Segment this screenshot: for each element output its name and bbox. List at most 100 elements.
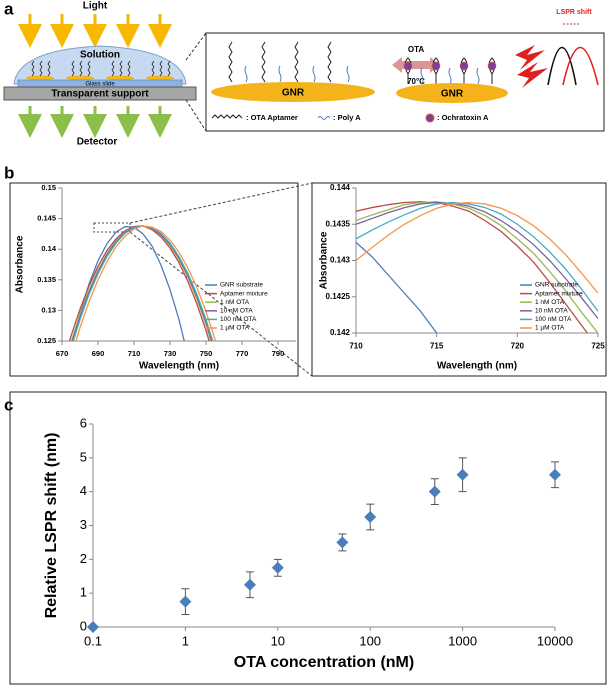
legend-icon [211, 114, 243, 119]
legend-label: : Ochratoxin A [437, 113, 489, 122]
schematic: Light Solution Glass slide Transparent s… [3, 1, 605, 148]
x-tick-label: 10000 [537, 634, 573, 649]
detail-box [205, 32, 605, 132]
x-tick-label: 1 [182, 634, 189, 649]
legend-label: 1 nM OTA [535, 299, 565, 306]
series-line [75, 225, 217, 341]
zoom-line [129, 182, 313, 224]
y-tick-label: 5 [80, 449, 87, 464]
panel-label: b [4, 163, 14, 182]
x-tick-label: 1000 [448, 634, 477, 649]
gnr-rod [211, 82, 375, 102]
legend-label: 10 nM OTA [535, 308, 568, 315]
x-tick-label: 690 [92, 349, 105, 358]
y-tick-label: 0 [80, 618, 87, 633]
reaction-arrow [392, 57, 440, 73]
marker [87, 621, 99, 633]
detector-arrows [18, 106, 172, 138]
legend-label: 1 µM OTA [535, 325, 565, 332]
y-tick-label: 0.144 [330, 183, 351, 192]
marker [336, 536, 349, 549]
legend-label: Aptamer mixture [220, 290, 268, 297]
chart-frame [9, 391, 607, 685]
series-line [356, 241, 438, 333]
series-line [356, 201, 598, 333]
y-tick-label: 0.1425 [326, 292, 351, 301]
x-axis-title: Wavelength (nm) [437, 361, 517, 372]
legend-label: 100 nM OTA [535, 316, 572, 323]
lightning [515, 45, 548, 88]
chart: 0.125 0.13 0.135 0.14 0.145 0.15 670 690 710 730 7… [15, 183, 296, 372]
label: Glass slide [85, 82, 115, 88]
series-line [356, 201, 598, 294]
series-line [70, 225, 212, 341]
x-axis-title: OTA concentration (nM) [234, 654, 414, 671]
label: 70°C [407, 77, 425, 86]
zoom-line [185, 32, 207, 61]
x-tick-label: 730 [164, 349, 177, 358]
y-tick-label: 0.142 [330, 328, 351, 337]
light-arrows [18, 14, 172, 48]
y-axis-title: Absorbance [15, 235, 26, 293]
label: Light [83, 1, 108, 12]
zoom-line [129, 231, 313, 377]
x-tick-label: 670 [56, 349, 69, 358]
poly-a [420, 67, 480, 85]
zoom-line [185, 99, 207, 132]
label: GNR [441, 89, 464, 100]
legend-label: 100 nM OTA [220, 316, 257, 323]
solution-dome [13, 45, 187, 85]
marker [456, 468, 469, 481]
x-tick-label: 790 [272, 349, 285, 358]
y-tick-label: 0.135 [37, 275, 56, 284]
chart: 0.142 0.1425 0.143 0.1435 0.144 710 715 720 725 W… [319, 183, 606, 372]
legend-label: 10 nM OTA [220, 308, 253, 315]
y-tick-label: 2 [80, 551, 87, 566]
x-tick-label: 710 [128, 349, 141, 358]
y-axis-title: Absorbance [319, 231, 330, 289]
label: Transparent support [51, 89, 149, 100]
marker [243, 578, 256, 591]
legend-label: : OTA Aptamer [246, 113, 298, 122]
x-tick-label: 10 [271, 634, 285, 649]
x-tick-label: 710 [349, 341, 363, 350]
legend-label: : Poly A [333, 113, 361, 122]
y-tick-label: 4 [80, 483, 87, 498]
y-tick-label: 0.15 [41, 183, 56, 192]
ochratoxin [403, 61, 497, 71]
marker [364, 511, 377, 524]
y-axis-title: Relative LSPR shift (nm) [43, 433, 60, 619]
legend-label: GNR substrate [220, 282, 263, 289]
chart-frame [311, 182, 607, 377]
poly-a [244, 65, 350, 83]
label: GNR [282, 88, 305, 99]
legend-icon [425, 113, 435, 123]
x-tick-label: 770 [236, 349, 249, 358]
legend-label: Aptamer mixture [535, 290, 583, 297]
series-line [356, 201, 589, 333]
marker [549, 468, 561, 481]
label: Detector [77, 137, 118, 148]
y-tick-label: 0.14 [41, 244, 56, 253]
series-line [356, 201, 598, 319]
y-tick-label: 0.145 [37, 214, 56, 223]
x-tick-label: 720 [511, 341, 525, 350]
gnr-rod [396, 83, 508, 103]
marker [271, 561, 284, 574]
y-tick-label: 1 [80, 585, 87, 600]
y-tick-label: 3 [80, 517, 87, 532]
y-tick-label: 0.13 [41, 305, 56, 314]
spectrum-before [547, 47, 577, 86]
plot-area [68, 225, 217, 341]
plot-area [356, 201, 598, 333]
panel-label: a [4, 0, 14, 18]
x-tick-label: 725 [591, 341, 605, 350]
label: OTA [408, 45, 425, 54]
y-tick-label: 6 [80, 415, 87, 430]
legend-label: GNR substrate [535, 282, 578, 289]
legend-icon [317, 116, 331, 120]
label: Solution [80, 50, 120, 61]
support [3, 86, 197, 101]
gold-patches [26, 75, 174, 81]
